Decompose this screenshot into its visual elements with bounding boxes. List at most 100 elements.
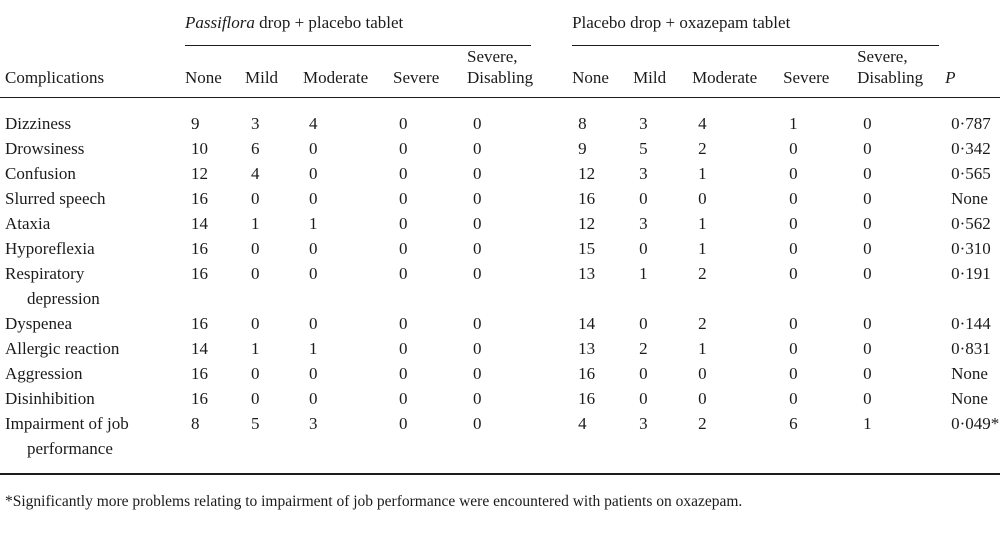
cell-g2-severe: 0 — [789, 364, 798, 383]
table-row: Respiratory depression 16 0 0 0 0 13 1 2 … — [0, 261, 1000, 311]
paper-table-figure: Passiflora drop + placebo tablet Placebo… — [0, 2, 1000, 510]
table-row: Disinhibition 16 0 0 0 0 16 0 0 0 0 None — [0, 386, 1000, 411]
column-header-g1-mild: Mild — [245, 46, 303, 98]
group-header-spacer — [945, 2, 1000, 46]
cell-g1-none: 14 — [191, 214, 208, 233]
cell-g1-none: 16 — [191, 189, 208, 208]
cell-g2-severe-disabling: 0 — [863, 339, 872, 358]
cell-g2-mild: 3 — [639, 114, 648, 133]
cell-g2-severe: 0 — [789, 314, 798, 333]
cell-g2-none: 12 — [578, 214, 596, 233]
row-label-line1: Aggression — [5, 364, 83, 383]
row-label: Hyporeflexia — [0, 236, 185, 261]
header-line1: Severe, — [467, 47, 518, 66]
header-line2: Disabling — [857, 68, 924, 87]
cell-g2-mild: 0 — [639, 314, 648, 333]
cell-g2-moderate: 1 — [698, 164, 707, 183]
table-body: Dizziness 9 3 4 0 0 8 3 4 1 0 0·787 Drow… — [0, 98, 1000, 475]
cell-g1-severe: 0 — [399, 389, 408, 408]
cell-g1-severe: 0 — [399, 164, 408, 183]
row-label: Ataxia — [0, 211, 185, 236]
cell-g2-moderate: 4 — [698, 114, 707, 133]
cell-g1-severe-disabling: 0 — [473, 189, 482, 208]
cell-g1-moderate: 0 — [309, 189, 318, 208]
cell-g2-none: 12 — [578, 164, 596, 183]
cell-g2-severe-disabling: 0 — [863, 364, 872, 383]
cell-g1-mild: 0 — [251, 364, 260, 383]
cell-g1-severe: 0 — [399, 214, 408, 233]
cell-g1-severe-disabling: 0 — [473, 139, 482, 158]
cell-g1-none: 9 — [191, 114, 200, 133]
row-label-line1: Slurred speech — [5, 189, 106, 208]
column-header-g1-severe-disabling: Severe, Disabling — [467, 46, 573, 98]
cell-p-value: 0·565 — [951, 164, 991, 183]
column-header-g2-mild: Mild — [633, 46, 693, 98]
row-label-line1: Dyspenea — [5, 314, 73, 333]
cell-g2-moderate: 2 — [698, 139, 707, 158]
column-header-complications: Complications — [0, 46, 185, 98]
cell-g1-mild: 5 — [245, 411, 303, 475]
row-label-line2: performance — [27, 439, 113, 458]
cell-g2-moderate: 1 — [698, 339, 707, 358]
table-row: Allergic reaction 14 1 1 0 0 13 2 1 0 0 … — [0, 336, 1000, 361]
cell-g2-severe: 1 — [789, 114, 798, 133]
row-label: Drowsiness — [0, 136, 185, 161]
cell-g1-none: 16 — [191, 364, 208, 383]
cell-g1-mild: 0 — [251, 264, 260, 283]
cell-g2-severe: 0 — [789, 239, 798, 258]
row-label-line1: Hyporeflexia — [5, 239, 95, 258]
cell-g2-none: 9 — [578, 139, 587, 158]
row-label: Confusion — [0, 161, 185, 186]
cell-p-value: 0·144 — [951, 314, 991, 333]
group-header-spacer — [0, 2, 185, 46]
table-row: Aggression 16 0 0 0 0 16 0 0 0 0 None — [0, 361, 1000, 386]
group-header-passiflora: Passiflora drop + placebo tablet — [185, 2, 572, 46]
table-row: Hyporeflexia 16 0 0 0 0 15 0 1 0 0 0·310 — [0, 236, 1000, 261]
cell-g2-mild: 3 — [639, 214, 648, 233]
cell-g2-none: 13 — [578, 339, 596, 358]
cell-p-value: 0·191 — [951, 264, 991, 283]
table-footnote: *Significantly more problems relating to… — [5, 493, 743, 510]
cell-g2-severe: 0 — [789, 389, 798, 408]
cell-g1-severe: 0 — [399, 189, 408, 208]
cell-g1-severe-disabling: 0 — [473, 164, 482, 183]
cell-g1-severe: 0 — [399, 314, 408, 333]
row-label-line1: Impairment of job — [5, 414, 129, 433]
row-label-line1: Allergic reaction — [5, 339, 120, 358]
cell-g2-none: 14 — [578, 314, 596, 333]
column-header-g1-severe: Severe — [393, 46, 467, 98]
cell-g1-mild: 0 — [251, 389, 260, 408]
cell-g1-none: 16 — [191, 264, 208, 283]
cell-g1-mild: 1 — [251, 214, 260, 233]
column-header-g2-moderate: Moderate — [692, 46, 784, 98]
cell-g1-severe: 0 — [393, 411, 467, 475]
table-row: Ataxia 14 1 1 0 0 12 3 1 0 0 0·562 — [0, 211, 1000, 236]
cell-g1-none: 8 — [185, 411, 245, 475]
cell-g1-moderate: 0 — [309, 264, 318, 283]
cell-g1-mild: 0 — [251, 314, 260, 333]
cell-g1-severe: 0 — [399, 239, 408, 258]
cell-p-value: None — [951, 364, 988, 383]
table-row: Slurred speech 16 0 0 0 0 16 0 0 0 0 Non… — [0, 186, 1000, 211]
cell-g1-mild: 3 — [251, 114, 260, 133]
cell-g1-severe-disabling: 0 — [473, 264, 482, 283]
cell-g1-severe: 0 — [399, 264, 408, 283]
group-rest-text: Placebo drop + oxazepam tablet — [572, 13, 791, 32]
cell-g1-moderate: 0 — [309, 239, 318, 258]
cell-p-value: 0·310 — [951, 239, 991, 258]
cell-g1-severe-disabling: 0 — [473, 314, 482, 333]
cell-g2-severe: 0 — [789, 164, 798, 183]
cell-g2-mild: 2 — [639, 339, 648, 358]
group-header-row: Passiflora drop + placebo tablet Placebo… — [0, 2, 1000, 46]
cell-p-value: 0·831 — [951, 339, 991, 358]
cell-g2-severe-disabling: 0 — [863, 264, 872, 283]
column-header-g2-severe: Severe — [783, 46, 858, 98]
cell-p-value: 0·787 — [951, 114, 991, 133]
cell-g1-moderate: 1 — [309, 339, 318, 358]
cell-g2-mild: 0 — [639, 239, 648, 258]
cell-g2-none: 16 — [578, 389, 596, 408]
p-label: P — [945, 68, 956, 87]
cell-g1-none: 16 — [191, 239, 208, 258]
cell-g2-severe-disabling: 0 — [863, 189, 872, 208]
header-line2: Disabling — [467, 68, 534, 87]
